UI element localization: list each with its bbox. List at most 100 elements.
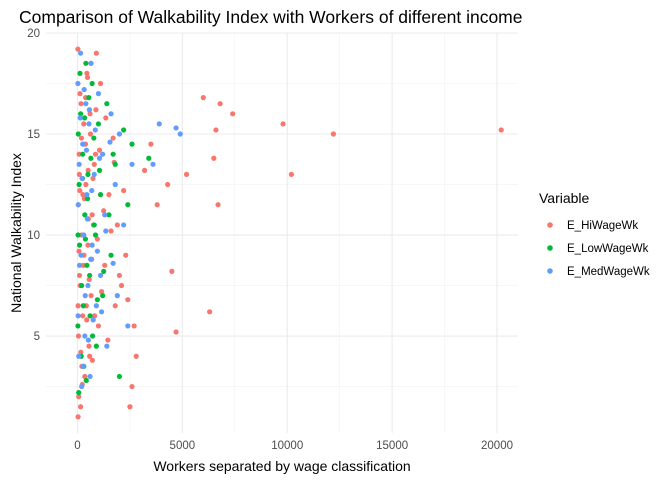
data-point [129,383,135,390]
data-point [84,317,90,323]
data-point [76,272,83,279]
data-point [86,95,92,101]
data-point [169,268,175,274]
data-point [79,282,85,289]
data-point [82,115,88,121]
data-point [83,181,89,188]
data-point [288,171,295,178]
series-E_LowWageWk [75,60,152,396]
data-point [498,127,504,133]
legend-item: E_MedWageWk [547,266,650,278]
data-point [84,196,91,202]
data-point [213,127,219,133]
data-point [96,147,103,153]
legend-title: Variable [539,190,590,206]
data-point [142,167,148,173]
data-point [96,167,103,173]
data-point [76,353,82,359]
data-point [121,187,127,194]
data-point [76,242,83,248]
data-point [92,151,99,157]
data-point [116,373,123,380]
data-point [90,317,96,323]
data-point [96,155,103,161]
data-point [75,46,81,52]
data-point [87,111,93,117]
data-point [75,232,81,238]
y-tick-label: 10 [27,230,40,242]
data-point [125,297,131,303]
data-point [87,353,93,359]
series-E_HiWageWk [75,46,504,420]
data-point [112,181,118,188]
legend-items: E_HiWageWk E_LowWageWk E_MedWageWk [547,220,650,278]
data-point [78,50,84,56]
data-point [156,121,162,127]
y-tick-label: 15 [27,129,40,141]
data-point [116,131,123,137]
y-tick-label: 5 [34,331,40,343]
data-point [83,101,89,107]
data-point [88,293,94,299]
data-point [84,70,90,76]
data-point [89,80,95,87]
data-point [121,222,127,228]
data-point [127,404,133,410]
x-tick-label: 15000 [376,440,408,452]
data-point [78,135,85,141]
chart-title: Comparison of Walkability Index with Wor… [19,7,523,27]
data-point [165,181,171,188]
data-point [75,131,81,137]
data-point [97,192,104,198]
data-point [150,161,156,167]
data-point [86,121,92,127]
data-point [95,323,102,329]
data-point [83,60,89,66]
data-points [75,46,504,420]
data-point [89,333,96,339]
data-point [77,115,83,121]
data-point [80,363,86,369]
legend-key [547,268,553,274]
data-point [84,216,90,222]
data-point [78,111,84,117]
data-point [97,272,104,279]
data-point [76,171,82,178]
data-point [112,161,118,167]
data-point [110,260,116,266]
data-point [80,141,86,147]
data-point [75,414,81,420]
data-point [105,337,111,343]
data-point [125,202,131,208]
data-point [81,86,87,93]
legend-key [547,245,553,251]
legend-item: E_HiWageWk [547,220,638,232]
data-point [75,313,81,319]
data-point [92,127,98,133]
legend-item: E_LowWageWk [547,243,649,255]
data-point [76,151,82,157]
data-point [89,357,95,363]
data-point [108,252,114,258]
data-point [98,288,105,295]
x-tick-label: 0 [74,440,80,452]
data-point [91,222,97,228]
data-point [129,141,135,147]
data-point [100,151,106,157]
data-point [330,131,336,137]
data-point [114,293,120,299]
data-point [85,167,91,173]
data-point [177,131,183,137]
data-point [86,343,92,349]
data-point [94,236,100,242]
data-point [89,187,95,194]
data-point [80,192,86,198]
data-point [93,343,99,349]
data-point [75,303,81,309]
data-point [91,161,97,167]
data-point [91,171,97,178]
data-point [106,192,112,198]
data-point [87,131,94,137]
data-point [93,50,99,56]
